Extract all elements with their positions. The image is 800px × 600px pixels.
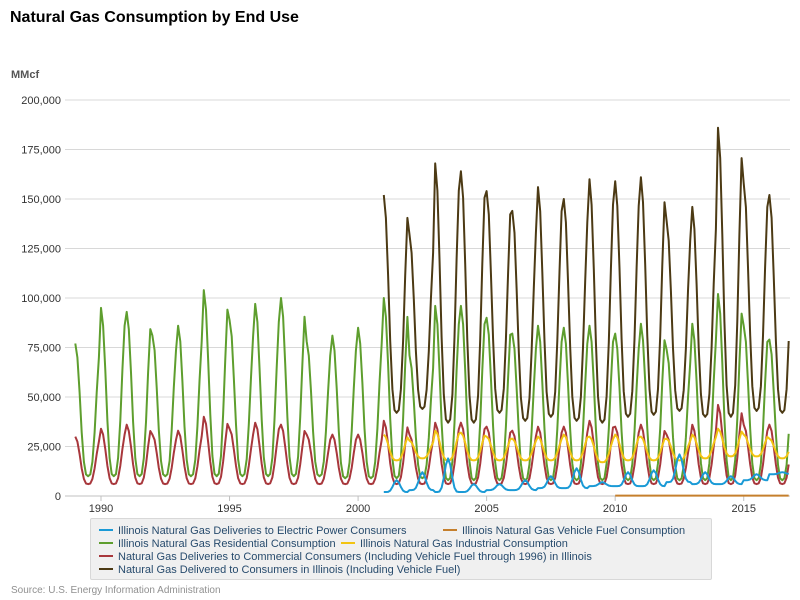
legend-label-commercial: Natural Gas Deliveries to Commercial Con… (118, 551, 592, 563)
legend-label-vehicle-fuel: Illinois Natural Gas Vehicle Fuel Consum… (462, 525, 686, 537)
series-lines (74, 126, 790, 497)
series-line-electric-power (383, 453, 789, 493)
y-tick-label: 125,000 (21, 244, 61, 256)
legend-item-total-delivered[interactable]: Natural Gas Delivered to Consumers in Il… (99, 564, 460, 577)
legend-swatch-vehicle-fuel (443, 529, 457, 532)
legend-swatch-industrial (341, 542, 355, 545)
chart-title: Natural Gas Consumption by End Use (10, 9, 299, 26)
y-tick-label: 100,000 (21, 293, 61, 305)
legend-swatch-electric-power (99, 529, 113, 532)
x-tick-label: 1995 (217, 503, 241, 515)
x-tick-label: 1990 (89, 503, 113, 515)
legend: Illinois Natural Gas Deliveries to Elect… (90, 518, 712, 580)
legend-label-total-delivered: Natural Gas Delivered to Consumers in Il… (118, 564, 461, 576)
legend-swatch-residential (99, 542, 113, 545)
y-tick-label: 175,000 (21, 145, 61, 157)
y-tick-label: 25,000 (27, 442, 61, 454)
x-tick-label: 2000 (346, 503, 370, 515)
y-axis-label: MMcf (11, 69, 39, 81)
legend-swatch-commercial (99, 555, 113, 558)
series-line-industrial (383, 427, 790, 464)
y-tick-label: 50,000 (27, 392, 61, 404)
y-tick-label: 75,000 (27, 343, 61, 355)
legend-item-industrial[interactable]: Illinois Natural Gas Industrial Consumpt… (341, 538, 568, 551)
y-axis-ticks: 0 25,000 50,000 75,000 100,000 125,000 150,000… (21, 95, 61, 503)
x-axis-ticks: 1990 1995 2000 2005 2010 2015 (89, 496, 756, 515)
legend-label-industrial: Illinois Natural Gas Industrial Consumpt… (360, 538, 568, 550)
y-tick-label: 200,000 (21, 95, 61, 107)
legend-item-vehicle-fuel[interactable]: Illinois Natural Gas Vehicle Fuel Consum… (443, 525, 685, 538)
series-line-total-delivered (382, 126, 790, 424)
legend-swatch-total-delivered (99, 568, 113, 571)
y-tick-label: 150,000 (21, 194, 61, 206)
source-note: Source: U.S. Energy Information Administ… (11, 585, 221, 596)
x-tick-label: 2015 (731, 503, 755, 515)
x-tick-label: 2010 (603, 503, 627, 515)
legend-item-electric-power[interactable]: Illinois Natural Gas Deliveries to Elect… (99, 525, 407, 538)
legend-item-residential[interactable]: Illinois Natural Gas Residential Consump… (99, 538, 336, 551)
legend-label-residential: Illinois Natural Gas Residential Consump… (118, 538, 336, 550)
x-tick-label: 2005 (474, 503, 498, 515)
y-tick-label: 0 (55, 491, 61, 503)
legend-label-electric-power: Illinois Natural Gas Deliveries to Elect… (118, 525, 407, 537)
legend-item-commercial[interactable]: Natural Gas Deliveries to Commercial Con… (99, 551, 592, 564)
series-line-residential (74, 289, 790, 482)
